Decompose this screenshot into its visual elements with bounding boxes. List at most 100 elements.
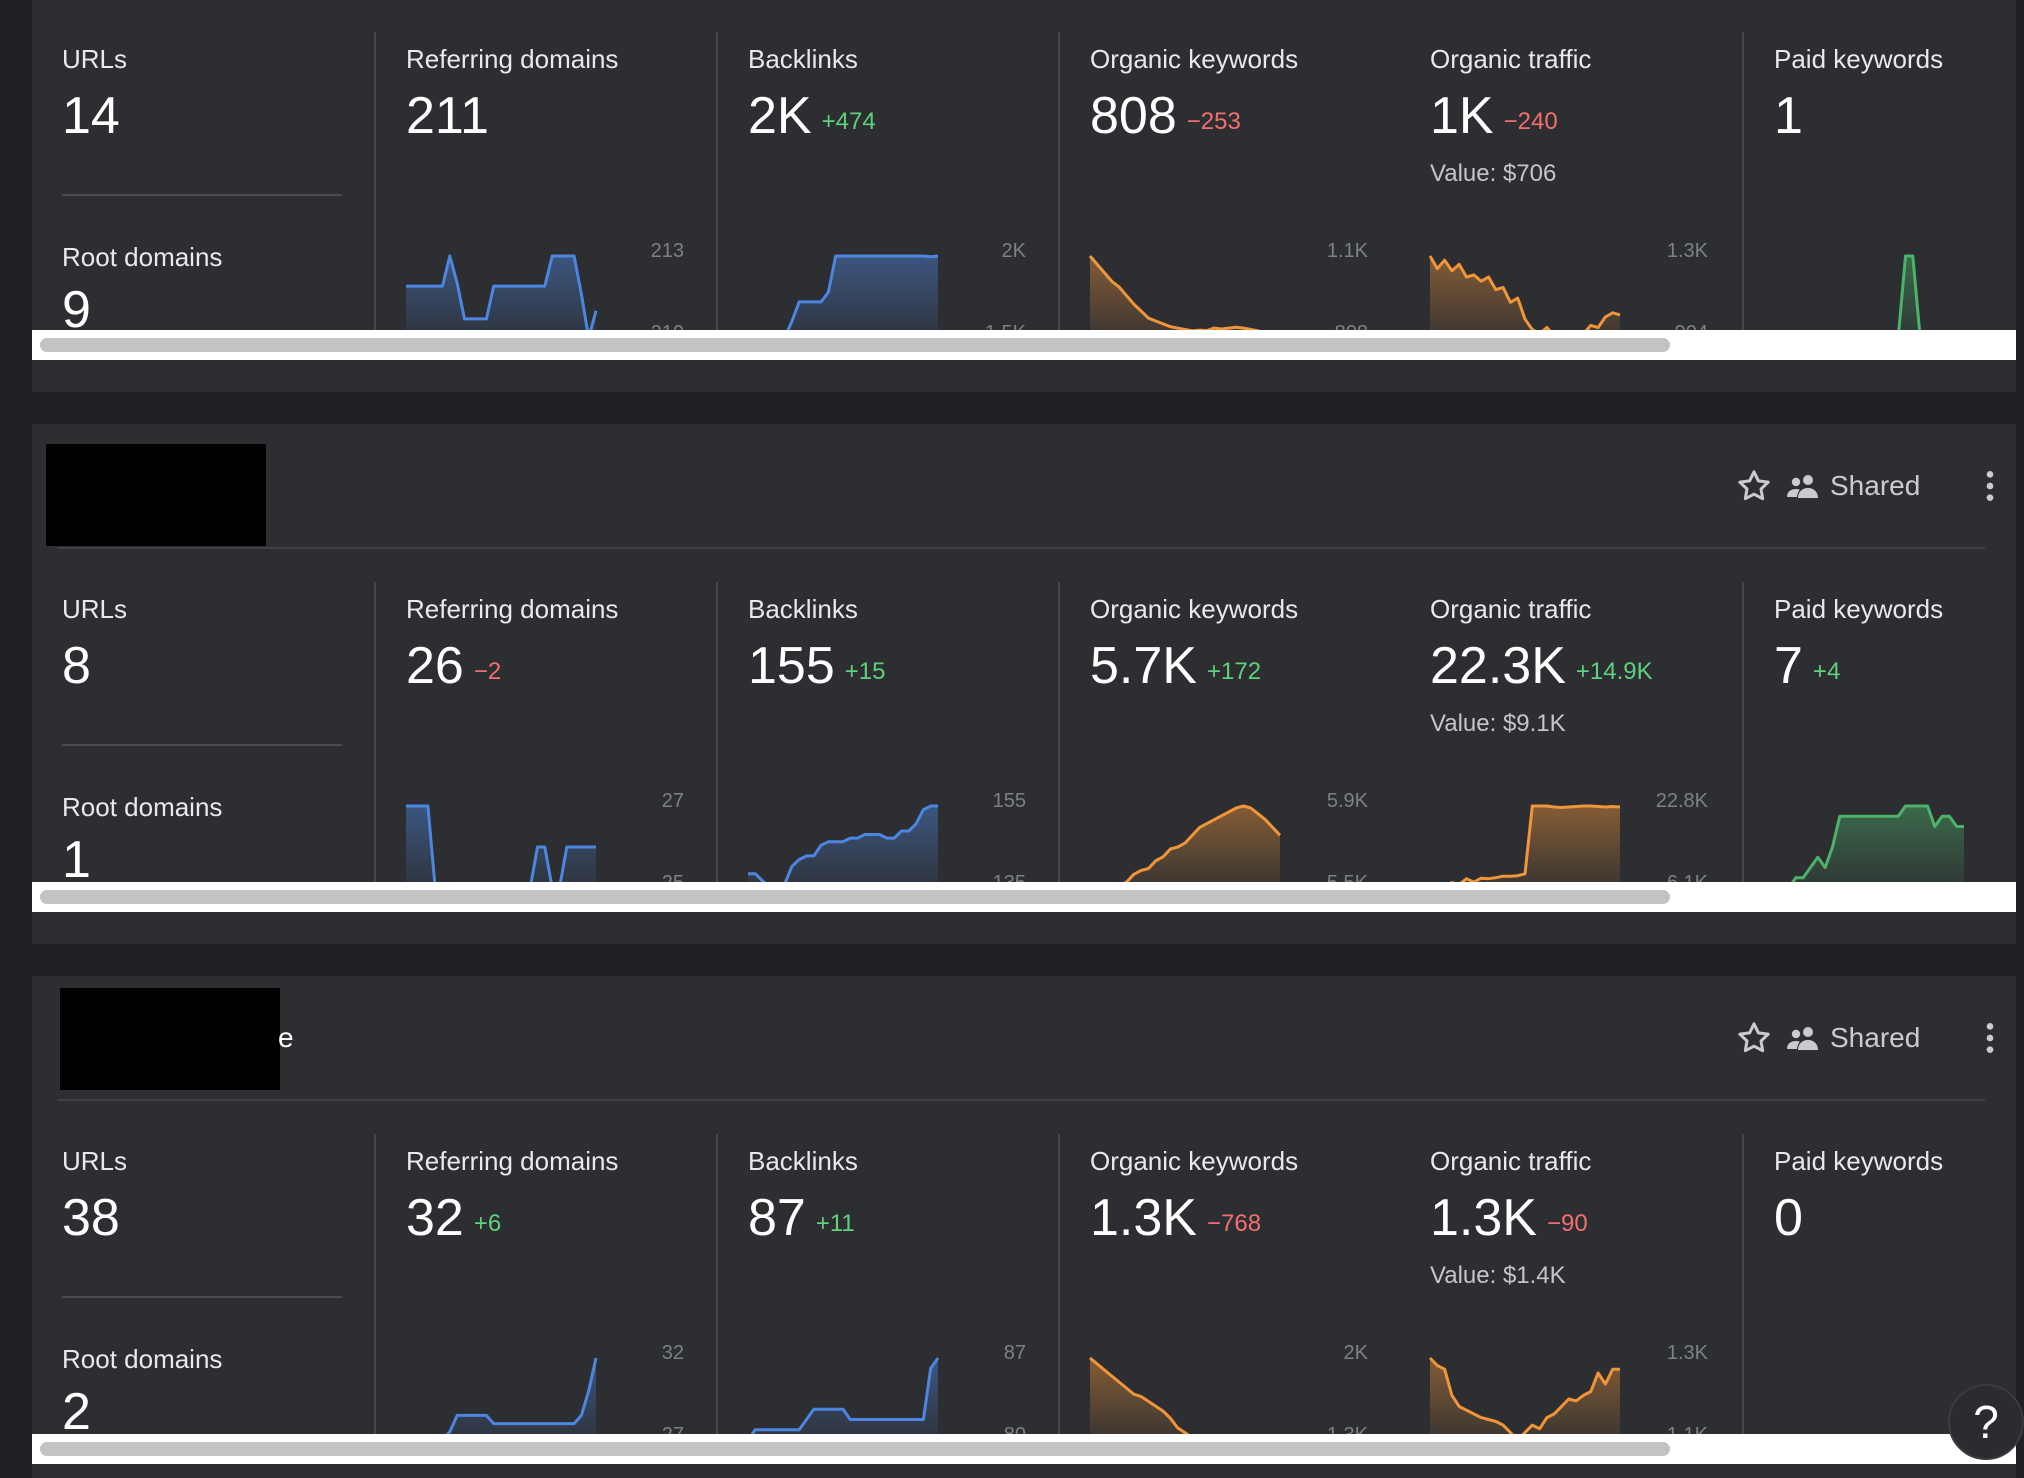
metric-number: 155 (748, 637, 835, 695)
metric-number: 7 (1774, 637, 1803, 695)
backlinks-sparkline (746, 1357, 940, 1454)
urls-value[interactable]: 14 (62, 87, 120, 145)
divider (62, 194, 342, 196)
delta-badge: −2 (473, 658, 502, 685)
organic-keywords-label: Organic keywords (1090, 594, 1299, 624)
organic-traffic-sparkline (1428, 1356, 1620, 1454)
organic-keywords-value[interactable]: 5.7K +172 (1090, 640, 1261, 692)
organic-traffic-label: Organic traffic (1430, 44, 1592, 74)
horizontal-scrollbar[interactable] (32, 330, 2016, 360)
root-domains-value[interactable]: 1 (62, 831, 91, 889)
project-card-2: Shared URLs 8 Root domains 1 Referring d… (32, 424, 2016, 944)
paid-keywords-value[interactable]: 0 (1774, 1192, 1803, 1244)
urls-label: URLs (62, 594, 128, 624)
delta-badge: +172 (1206, 658, 1262, 685)
help-button[interactable]: ? (1948, 1384, 2024, 1460)
backlinks-value[interactable]: 2K +474 (748, 90, 876, 142)
sparkline-area (1430, 1358, 1620, 1454)
referring-domains-value[interactable]: 26 −2 (406, 640, 501, 692)
paid-keywords-value[interactable]: 1 (1774, 90, 1803, 142)
sparkline-line (1774, 804, 1964, 890)
metric-number: 2K (748, 87, 812, 145)
more-vertical-icon (1986, 1023, 1994, 1053)
backlinks-column: Backlinks 87+11 87 80 (716, 1134, 1058, 1454)
referring-domains-value[interactable]: 211 (406, 90, 489, 142)
root-domains-label: Root domains (62, 242, 223, 272)
favorite-button[interactable] (1734, 1018, 1774, 1058)
axis-max: 32 (661, 1342, 684, 1364)
backlinks-value[interactable]: 155 +15 (748, 640, 885, 692)
referring-domains-column: Referring domains 32+6 32 27 (374, 1134, 716, 1454)
star-icon (1738, 1022, 1770, 1053)
divider (62, 1296, 342, 1298)
backlinks-column: Backlinks 155+15 155 135 (716, 582, 1058, 902)
metric-number: 1.3K (1430, 1189, 1537, 1247)
card-actions: Shared (1656, 976, 2016, 1100)
organic-traffic-value[interactable]: 22.3K +14.9K (1430, 640, 1653, 692)
referring-domains-value[interactable]: 32 +6 (406, 1192, 501, 1244)
referring-domains-column: Referring domains 26−2 27 25 (374, 582, 716, 902)
root-domains-value[interactable]: 2 (62, 1383, 91, 1441)
axis-max: 1.3K (1666, 1342, 1708, 1364)
referring-domains-label: Referring domains (406, 1146, 619, 1176)
sparkline-area (406, 806, 596, 902)
axis-max: 2K (1001, 240, 1026, 262)
scrollbar-thumb[interactable] (40, 338, 1670, 352)
shared-label: Shared (1830, 1022, 1921, 1053)
axis-max: 213 (650, 240, 684, 262)
paid-keywords-column: Paid keywords 0 (1742, 1134, 2018, 1434)
organic-traffic-value[interactable]: 1K −240 (1430, 90, 1558, 142)
metric-number: 22.3K (1430, 637, 1566, 695)
axis-max: 1.3K (1666, 240, 1708, 262)
redacted-project-name[interactable] (46, 444, 266, 546)
shared-button[interactable]: Shared (1786, 462, 1920, 510)
metric-number: 211 (406, 87, 489, 145)
more-options-button[interactable] (1970, 466, 2010, 506)
backlinks-value[interactable]: 87 +11 (748, 1192, 855, 1244)
delta-badge: −768 (1206, 1210, 1262, 1237)
paid-keywords-column: Paid keywords 1 (1742, 32, 2018, 352)
paid-keywords-label: Paid keywords (1774, 594, 1944, 624)
metric-number: 26 (406, 637, 464, 695)
sparkline-line (1428, 1356, 1620, 1442)
organic-keywords-label: Organic keywords (1090, 1146, 1299, 1176)
sparkline-area (748, 256, 938, 352)
metrics-row: URLs 14 Root domains 9 Referring domains… (32, 32, 2018, 352)
metrics-row: URLs 8 Root domains 1 Referring domains … (32, 582, 2016, 902)
organic-traffic-column: Organic traffic 1.3K −90 Value: $1.4K 1.3… (1400, 1134, 1740, 1454)
organic-traffic-sparkline (1428, 255, 1621, 352)
scrollbar-thumb[interactable] (40, 1442, 1670, 1456)
delta-badge: +15 (844, 658, 886, 685)
horizontal-scrollbar[interactable] (32, 882, 2016, 912)
organic-traffic-column: Organic traffic 1K −240 Value: $706 1.3K … (1400, 32, 1740, 352)
more-options-button[interactable] (1970, 1018, 2010, 1058)
favorite-button[interactable] (1734, 466, 1774, 506)
backlinks-label: Backlinks (748, 1146, 858, 1176)
sparkline-area (406, 256, 596, 352)
organic-traffic-column: Organic traffic 22.3K +14.9K Value: $9.1K… (1400, 582, 1740, 902)
referring-domains-label: Referring domains (406, 594, 619, 624)
traffic-value: Value: $1.4K (1430, 1262, 1566, 1289)
referring-domains-column: Referring domains 211 213 210 (374, 32, 716, 352)
urls-value[interactable]: 8 (62, 637, 91, 695)
metric-number: 5.7K (1090, 637, 1197, 695)
paid-keywords-value[interactable]: 7 +4 (1774, 640, 1840, 692)
scrollbar-thumb[interactable] (40, 890, 1670, 904)
redacted-project-name[interactable] (60, 988, 280, 1090)
sparkline-area (1430, 806, 1620, 902)
referring-domains-sparkline (406, 254, 598, 352)
organic-traffic-label: Organic traffic (1430, 594, 1592, 624)
project-name-suffix[interactable]: e (278, 1022, 294, 1053)
organic-keywords-value[interactable]: 808 −253 (1090, 90, 1241, 142)
organic-traffic-value[interactable]: 1.3K −90 (1430, 1192, 1588, 1244)
paid-keywords-sparkline (1774, 804, 1964, 902)
people-icon (1787, 1027, 1818, 1050)
organic-keywords-value[interactable]: 1.3K −768 (1090, 1192, 1261, 1244)
urls-column: URLs 14 Root domains 9 (32, 32, 372, 336)
help-label: ? (1973, 1396, 1999, 1448)
urls-value[interactable]: 38 (62, 1189, 120, 1247)
metric-number: 0 (1774, 1189, 1803, 1247)
horizontal-scrollbar[interactable] (32, 1434, 2016, 1464)
shared-button[interactable]: Shared (1786, 1014, 1920, 1062)
root-domains-value[interactable]: 9 (62, 281, 91, 339)
